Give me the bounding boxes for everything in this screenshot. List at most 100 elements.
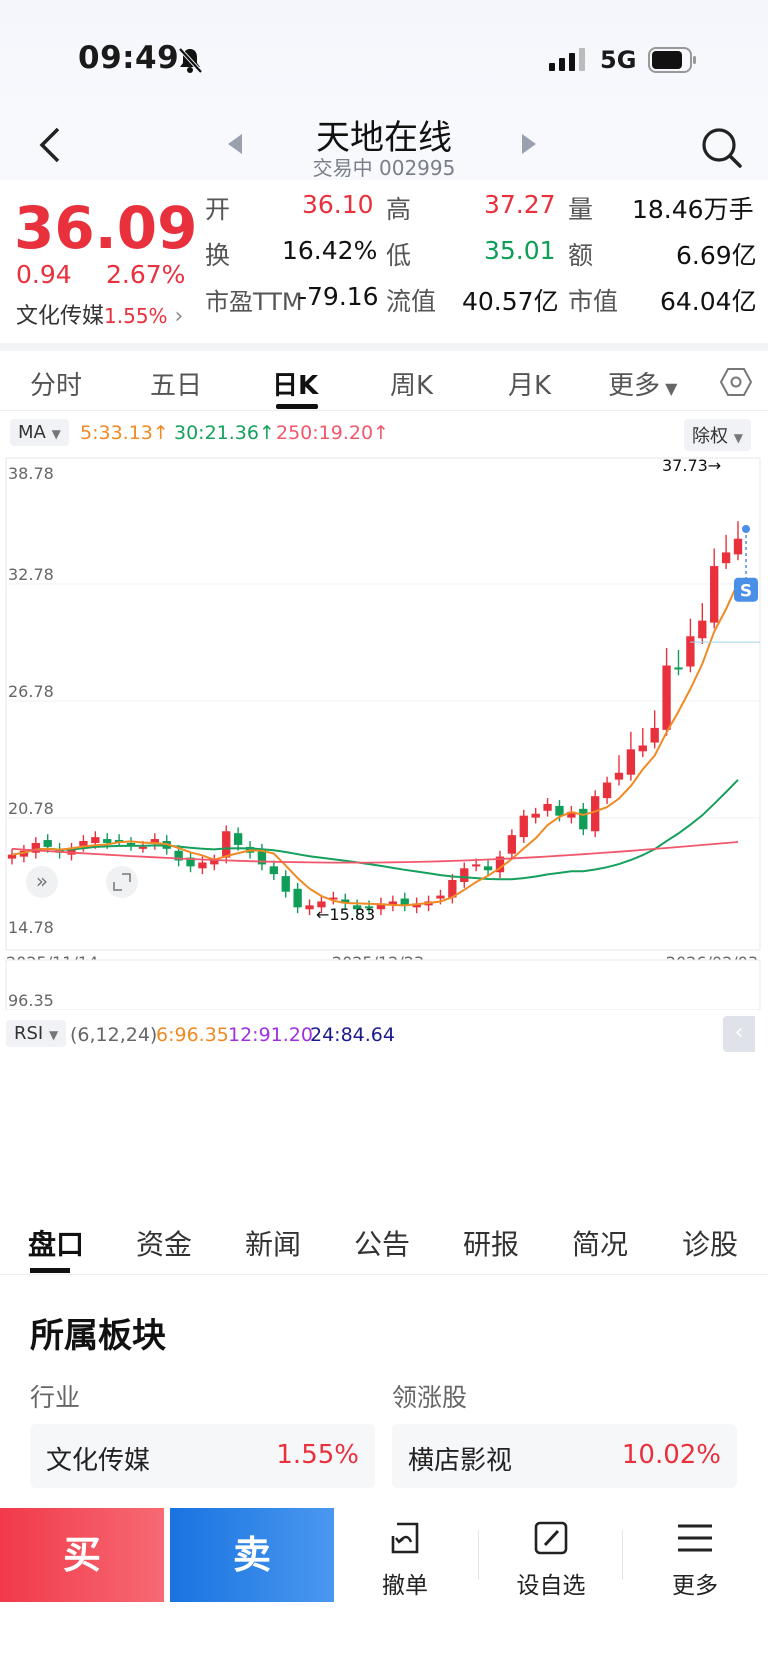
settings-hexagon-icon[interactable] [720,367,752,397]
candle-body [483,866,493,871]
stock-name: 天地在线 [316,118,452,158]
ma250-value: 250:19.20↑ [276,422,389,444]
undo-icon [391,1522,419,1554]
kline-chart[interactable]: 38.7832.7826.7820.7814.782025/11/142025/… [0,455,768,1137]
candle-body [400,898,409,906]
adjust-selector[interactable]: 除权 ▼ [684,419,751,451]
leader-name: 横店影视 [408,1446,513,1476]
candle-body [198,862,207,869]
collapse-panel-icon[interactable]: ‹ [723,1016,755,1052]
candle-body [626,749,636,775]
tab-monthly-k[interactable]: 月K [508,371,552,401]
divider [622,1530,623,1580]
amount-value: 6.69亿 [676,241,757,270]
tab-weekly-k[interactable]: 周K [390,371,434,401]
ma-selector[interactable]: MA ▼ [10,419,69,446]
back-icon[interactable] [36,122,62,176]
sector-section: 所属板块 行业 领涨股 文化传媒 1.55% 横店影视 10.02% [0,1278,768,1508]
caret-down-icon: ▼ [660,379,678,398]
kline-svg[interactable]: 38.7832.7826.7820.7814.782025/11/142025/… [0,455,768,1137]
tab-news[interactable]: 新闻 [245,1228,302,1261]
bottom-bar: 买 卖 撤单 设自选 更多 [0,1508,768,1604]
tab-profile[interactable]: 简况 [572,1228,629,1261]
candle-body [460,868,469,882]
add-watchlist-button[interactable]: 设自选 [496,1520,606,1600]
candle-body [733,538,743,555]
active-info-tab-underline [30,1268,70,1273]
last-price: 36.09 [14,194,198,262]
industry-pct: 1.55% [276,1440,359,1470]
market-cap-label: 市值 [568,287,619,316]
candle-body [233,833,243,845]
bell-muted-icon [178,47,203,74]
prev-stock-icon[interactable] [228,134,242,154]
candle-body [698,620,707,639]
search-icon[interactable] [700,126,744,170]
candle-body [150,839,159,844]
candle-body [79,841,88,846]
rsi-selector-label: RSI [14,1023,44,1044]
sector-link[interactable]: 文化传媒1.55% › [16,298,183,330]
candle-body [222,831,231,858]
candle-body [317,901,326,908]
candle-body [7,854,17,859]
buy-button[interactable]: 买 [0,1508,164,1602]
low-annotation: ←15.83 [316,905,375,924]
ma250-line [11,841,739,864]
signal-icon [549,48,585,71]
chevron-right-icon: › [167,304,184,329]
active-tab-underline [276,404,318,409]
tab-daily-k[interactable]: 日K [272,371,319,401]
rsi-selector[interactable]: RSI ▼ [6,1020,67,1047]
tab-more[interactable]: 更多 ▼ [608,365,677,402]
next-stock-icon[interactable] [522,134,536,154]
ma5-line [11,582,739,907]
tab-capital[interactable]: 资金 [136,1228,193,1261]
candle-body [138,846,148,849]
tab-research[interactable]: 研报 [463,1228,520,1261]
battery-icon [648,47,696,73]
leader-pct: 10.02% [621,1440,721,1470]
float-cap-label: 流值 [386,287,437,316]
float-cap-value: 40.57亿 [462,287,559,316]
tab-order-book[interactable]: 盘口 [28,1228,85,1261]
adjust-label: 除权 [692,426,728,447]
more-button[interactable]: 更多 [640,1520,750,1600]
low-value: 35.01 [484,236,556,265]
candle-body [43,840,52,847]
candle-body [674,667,683,670]
edit-icon [534,1521,568,1555]
section-title: 所属板块 [30,1316,166,1356]
candle-body [174,850,183,861]
rsi-panel-frame [5,959,761,1011]
network-label: 5G [600,46,637,74]
leader-card[interactable]: 横店影视 10.02% [392,1424,737,1488]
tab-announcements[interactable]: 公告 [354,1228,411,1261]
divider [0,343,768,351]
y-tick-label: 32.78 [8,565,54,584]
sector-name: 文化传媒 [16,304,105,329]
turnover-value: 16.42% [282,236,378,265]
industry-card[interactable]: 文化传媒 1.55% [30,1424,375,1488]
candle-body [579,808,588,830]
candle-body [448,880,457,898]
candle-body [210,860,219,865]
candle-body [602,782,612,799]
candle-body [103,839,112,843]
price-change: 0.94 [16,260,72,289]
quote-panel: 36.09 0.94 2.67% 文化传媒1.55% › 开 36.10 高 3… [0,180,768,345]
candle-body [293,888,302,908]
tab-diagnosis[interactable]: 诊股 [682,1228,739,1261]
candle-body [638,745,647,752]
status-bar: 09:49 5G [0,0,768,110]
tab-five-day[interactable]: 五日 [150,371,203,401]
pe-value: -79.16 [298,282,379,311]
cancel-order-button[interactable]: 撤单 [350,1520,460,1600]
rsi12-value: 12:91.20 [228,1024,313,1046]
tab-intraday[interactable]: 分时 [30,371,83,401]
candle-body [126,842,136,845]
stock-header: 天地在线 交易中 002995 [0,100,768,180]
ma30-line [11,779,739,881]
sell-button[interactable]: 卖 [170,1508,334,1602]
candle-body [114,840,124,843]
